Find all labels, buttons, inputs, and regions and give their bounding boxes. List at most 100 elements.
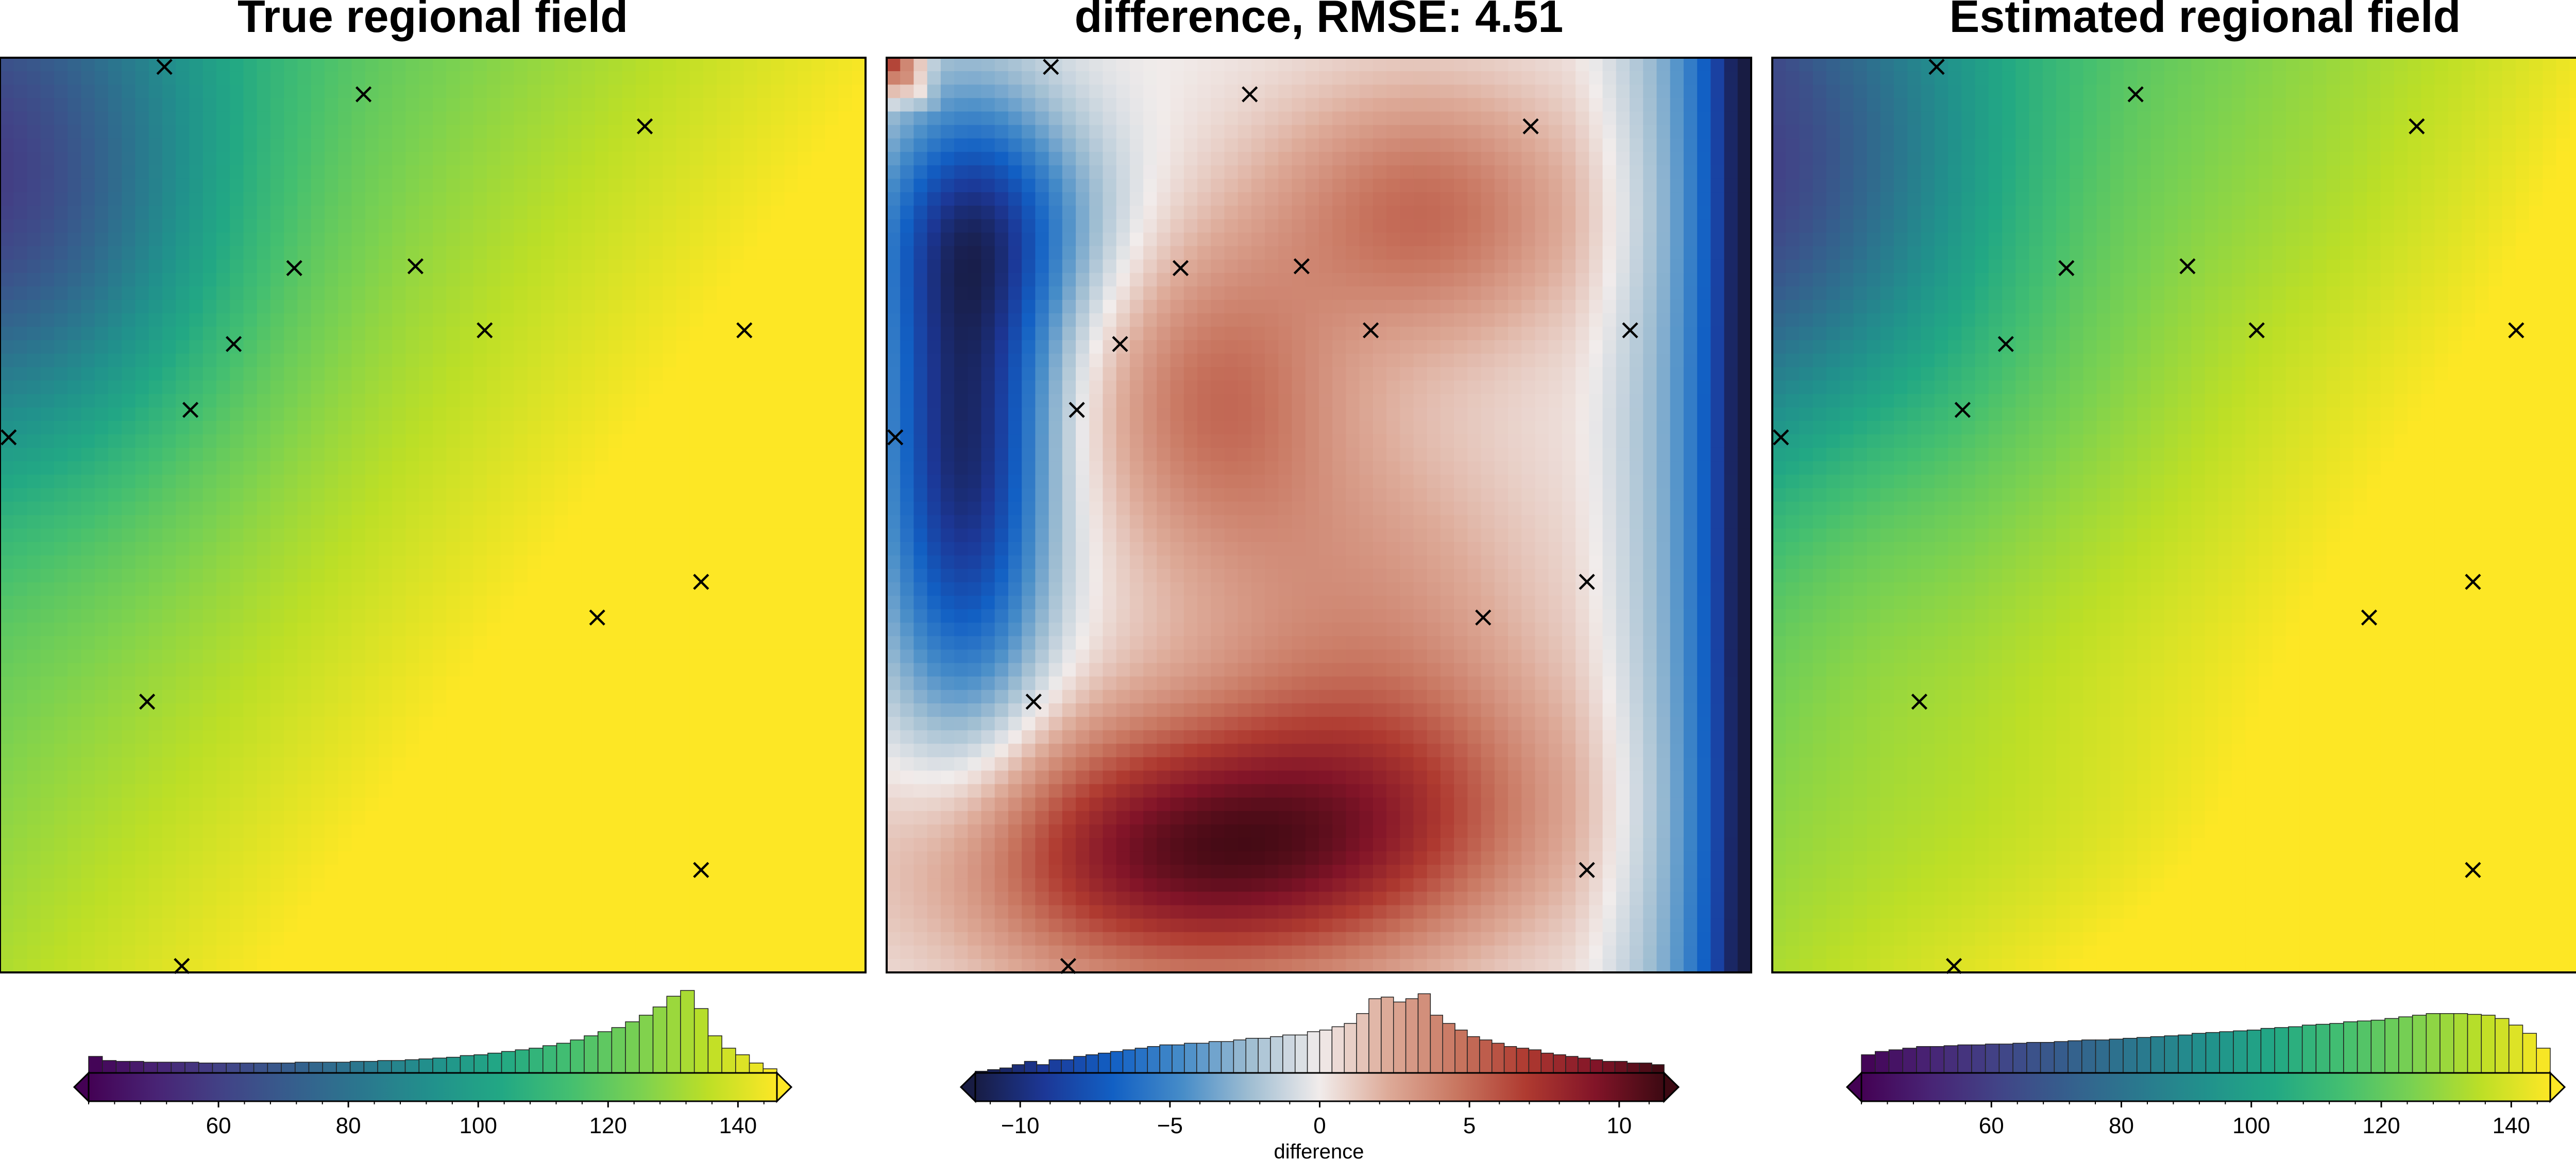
heatmap-cell: [514, 959, 528, 973]
heatmap-cell: [365, 596, 379, 610]
heatmap-cell: [460, 178, 474, 193]
heatmap-cell: [622, 232, 636, 247]
heatmap-cell: [568, 421, 582, 435]
heatmap-cell: [13, 71, 28, 85]
heatmap-cell: [771, 447, 785, 462]
heatmap-cell: [81, 327, 95, 341]
heatmap-cell: [703, 609, 718, 624]
heatmap-cell: [189, 152, 204, 166]
heatmap-cell: [0, 824, 14, 838]
heatmap-cell: [1292, 138, 1306, 153]
heatmap-cell: [541, 206, 555, 220]
heatmap-cell: [243, 865, 258, 879]
heatmap-cell: [40, 717, 55, 731]
heatmap-cell: [189, 232, 204, 247]
heatmap-cell: [311, 125, 325, 139]
heatmap-cell: [838, 865, 853, 879]
heatmap-cell: [635, 757, 650, 771]
heatmap-cell: [0, 299, 14, 314]
heatmap-cell: [0, 703, 14, 717]
heatmap-cell: [798, 259, 812, 274]
heatmap-cell: [176, 837, 190, 852]
heatmap-cell: [13, 475, 28, 489]
heatmap-cell: [257, 461, 271, 475]
heatmap-cell: [392, 568, 406, 583]
heatmap-cell: [94, 905, 109, 919]
heatmap-cell: [703, 447, 718, 462]
histogram-bar: [295, 1062, 310, 1073]
heatmap-cell: [27, 71, 41, 85]
heatmap-cell: [1386, 138, 1401, 153]
heatmap-cell: [527, 299, 541, 314]
heatmap-cell: [743, 623, 758, 637]
heatmap-cell: [1076, 138, 1090, 153]
heatmap-cell: [743, 542, 758, 556]
heatmap-cell: [487, 636, 501, 650]
heatmap-cell: [581, 596, 596, 610]
heatmap-cell: [487, 892, 501, 906]
heatmap-cell: [1562, 71, 1576, 85]
heatmap-cell: [311, 501, 325, 516]
heatmap-cell: [595, 690, 609, 704]
heatmap-cell: [460, 501, 474, 516]
heatmap-cell: [433, 878, 447, 893]
heatmap-cell: [325, 784, 339, 798]
heatmap-cell: [270, 824, 285, 838]
heatmap-cell: [981, 125, 995, 139]
heatmap-cell: [27, 152, 41, 166]
heatmap-cell: [122, 327, 136, 341]
heatmap-cell: [338, 475, 352, 489]
heatmap-cell: [67, 461, 82, 475]
heatmap-cell: [108, 515, 123, 529]
heatmap-cell: [595, 663, 609, 677]
heatmap-cell: [838, 488, 853, 502]
heatmap-cell: [365, 878, 379, 893]
heatmap-cell: [433, 71, 447, 85]
heatmap-cell: [284, 690, 298, 704]
heatmap-cell: [798, 313, 812, 327]
heatmap-cell: [1737, 85, 1752, 99]
heatmap-cell: [1413, 71, 1428, 85]
heatmap-cell: [379, 676, 393, 691]
heatmap-cell: [148, 892, 163, 906]
heatmap-cell: [676, 394, 690, 408]
heatmap-cell: [297, 878, 312, 893]
heatmap-cell: [1400, 138, 1414, 153]
heatmap-cell: [284, 461, 298, 475]
heatmap-cell: [94, 299, 109, 314]
heatmap-cell: [568, 515, 582, 529]
heatmap-cell: [635, 555, 650, 569]
heatmap-cell: [608, 623, 623, 637]
heatmap-cell: [635, 246, 650, 260]
heatmap-cell: [649, 178, 664, 193]
heatmap-cell: [216, 461, 231, 475]
heatmap-cell: [954, 125, 969, 139]
heatmap-cell: [581, 461, 596, 475]
heatmap-cell: [622, 757, 636, 771]
heatmap-cell: [230, 824, 244, 838]
heatmap-cell: [270, 434, 285, 448]
heatmap-cell: [1697, 111, 1711, 126]
heatmap-cell: [811, 206, 826, 220]
heatmap-cell: [798, 676, 812, 691]
heatmap-cell: [270, 219, 285, 233]
heatmap-cell: [284, 528, 298, 543]
heatmap-cell: [554, 421, 569, 435]
heatmap-cell: [1238, 58, 1252, 72]
heatmap-cell: [1035, 98, 1049, 112]
heatmap-cell: [216, 501, 231, 516]
heatmap-cell: [514, 851, 528, 865]
heatmap-cell: [216, 313, 231, 327]
heatmap-cell: [94, 152, 109, 166]
heatmap-cell: [1129, 152, 1144, 166]
heatmap-cell: [838, 609, 853, 624]
heatmap-cell: [852, 354, 866, 368]
heatmap-cell: [487, 85, 501, 99]
heatmap-cell: [1251, 138, 1265, 153]
heatmap-cell: [405, 918, 420, 933]
heatmap-cell: [1116, 98, 1130, 112]
heatmap-cell: [954, 98, 969, 112]
heatmap-cell: [325, 354, 339, 368]
heatmap-cell: [122, 649, 136, 664]
heatmap-cell: [81, 178, 95, 193]
